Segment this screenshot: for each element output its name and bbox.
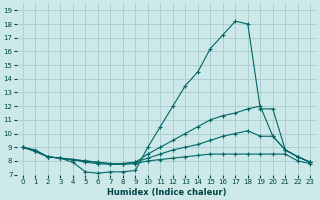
X-axis label: Humidex (Indice chaleur): Humidex (Indice chaleur) bbox=[107, 188, 226, 197]
